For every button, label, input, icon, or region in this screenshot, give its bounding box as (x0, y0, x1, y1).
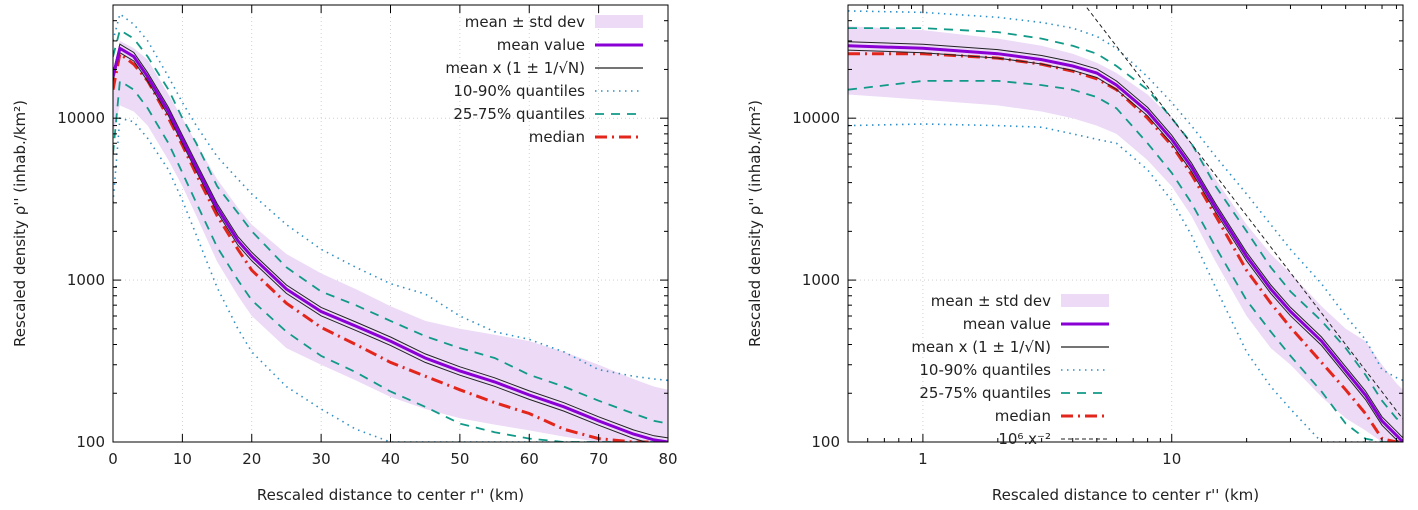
y-axis-label: Rescaled density ρ'' (inhab./km²) (746, 100, 764, 347)
legend-label: mean value (963, 315, 1051, 333)
y-tick-label: 10000 (57, 109, 105, 127)
legend-label: median (995, 407, 1051, 425)
y-tick-label: 1000 (802, 271, 840, 289)
chart-panel-2: 100 1000 10000 1 10 Rescaled distance to cent… (746, 4, 1404, 504)
x-tick-label: 30 (312, 450, 331, 468)
x-tick-label: 20 (242, 450, 261, 468)
10-90-quantiles-line (848, 123, 1403, 442)
legend-label: mean x (1 ± 1/√N) (911, 338, 1051, 356)
y-tick-label: 1000 (67, 271, 105, 289)
x-axis-label: Rescaled distance to center r'' (km) (257, 486, 524, 504)
legend-label: 10⁶.x⁻² (998, 430, 1051, 448)
x-tick-label: 0 (108, 450, 118, 468)
chart-panel-1: 100 1000 10000 0 10 20 30 40 50 60 70 80 Rescaled di… (11, 4, 678, 504)
legend-label: mean value (497, 36, 585, 54)
x-tick-label: 80 (658, 450, 677, 468)
25-75-quantiles-line (848, 27, 1403, 425)
mean-error-lower-line (848, 49, 1400, 442)
y-tick-label: 100 (811, 433, 840, 451)
legend-label: 25-75% quantiles (453, 105, 585, 123)
y-axis-label: Rescaled density ρ'' (inhab./km²) (11, 100, 29, 347)
legend-label: median (529, 128, 585, 146)
x-tick-label: 70 (589, 450, 608, 468)
legend-swatch-band (1061, 294, 1109, 307)
mean-value-line (113, 45, 668, 442)
x-tick-label: 40 (381, 450, 400, 468)
mean-error-lower-line (113, 51, 648, 442)
25-75-quantiles-line (848, 80, 1403, 442)
y-tick-label: 100 (76, 433, 105, 451)
reference-line (1084, 5, 1403, 420)
mean-error-upper-line (113, 43, 668, 439)
legend-label: mean ± std dev (465, 13, 585, 31)
plot-area (113, 12, 668, 442)
x-tick-label: 10 (1162, 450, 1181, 468)
std-dev-band (113, 40, 668, 442)
legend: mean ± std dev mean value mean x (1 ± 1/√N… (445, 13, 643, 146)
x-tick-label: 1 (918, 450, 928, 468)
x-axis-label: Rescaled distance to center r'' (km) (992, 486, 1259, 504)
plot-frame (847, 4, 1404, 443)
x-tick-label: 60 (520, 450, 539, 468)
median-line (113, 51, 668, 442)
mean-value-line (848, 44, 1403, 442)
mean-error-upper-line (848, 41, 1403, 439)
legend-swatch-band (595, 15, 643, 28)
legend-label: mean x (1 ± 1/√N) (445, 59, 585, 77)
plot-area (848, 5, 1403, 442)
10-90-quantiles-line (848, 10, 1403, 382)
x-tick-label: 50 (450, 450, 469, 468)
legend-label: 10-90% quantiles (453, 82, 585, 100)
legend-label: mean ± std dev (931, 292, 1051, 310)
legend-label: 10-90% quantiles (919, 361, 1051, 379)
legend: mean ± std dev mean value mean x (1 ± 1/√N… (911, 292, 1109, 448)
x-tick-label: 10 (173, 450, 192, 468)
std-dev-band (848, 26, 1403, 442)
y-tick-label: 10000 (792, 109, 840, 127)
25-75-quantiles-line (113, 79, 668, 442)
legend-label: 25-75% quantiles (919, 384, 1051, 402)
